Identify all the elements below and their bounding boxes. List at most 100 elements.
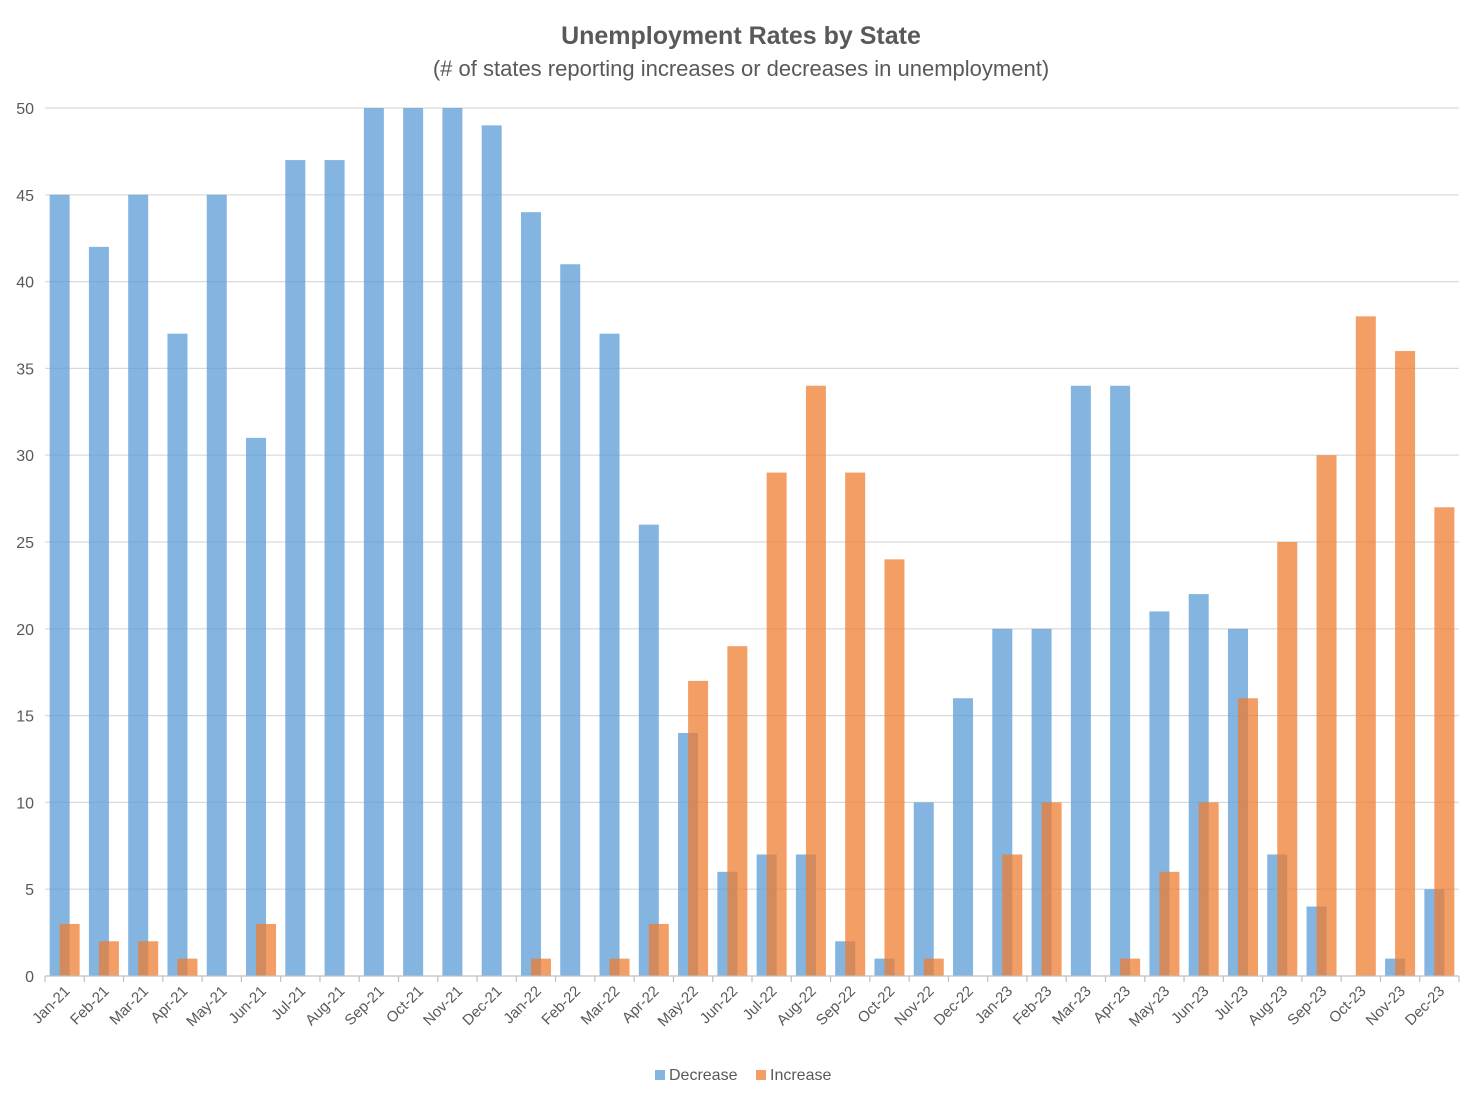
bar-decrease (403, 108, 424, 976)
x-tick-label: Mar-21 (106, 983, 152, 1029)
bar-decrease (560, 264, 581, 976)
bar-increase (1277, 542, 1298, 976)
x-tick-label: Nov-22 (891, 983, 937, 1029)
x-tick-label: Aug-22 (774, 983, 820, 1029)
bar-increase (1355, 316, 1376, 976)
x-tick-label: Dec-23 (1402, 983, 1448, 1029)
bar-decrease (246, 437, 267, 977)
legend-item-decrease: Decrease (655, 1067, 738, 1084)
x-tick-label: Mar-23 (1049, 983, 1095, 1029)
bar-increase (805, 385, 826, 976)
legend-item-increase: Increase (756, 1067, 831, 1084)
legend-label: Decrease (669, 1067, 738, 1084)
bar-decrease (324, 160, 345, 976)
x-tick-label: Oct-22 (854, 983, 898, 1027)
bar-increase (1198, 802, 1219, 976)
bar-decrease (481, 125, 502, 977)
x-tick-label: Jun-23 (1168, 983, 1212, 1027)
bar-increase (688, 680, 709, 976)
gridlines (45, 107, 1459, 890)
x-axis-ticks: Jan-21Feb-21Mar-21Apr-21May-21Jun-21Jul-… (29, 976, 1460, 1030)
bar-decrease (913, 802, 934, 976)
chart-subtitle: (# of states reporting increases or decr… (433, 56, 1049, 81)
chart-title: Unemployment Rates by State (561, 22, 921, 50)
bars (49, 108, 1455, 977)
y-tick-label: 40 (16, 275, 34, 292)
y-tick-label: 5 (25, 882, 34, 899)
bar-increase (1041, 802, 1062, 976)
bar-decrease (1070, 385, 1091, 976)
x-tick-label: Nov-21 (420, 983, 466, 1029)
bar-decrease (363, 108, 384, 976)
x-tick-label: Sep-21 (341, 983, 387, 1029)
bar-increase (530, 958, 551, 976)
bar-increase (1120, 958, 1141, 976)
y-tick-label: 20 (16, 622, 34, 639)
x-tick-label: Oct-23 (1326, 983, 1370, 1027)
bar-increase (845, 472, 866, 976)
legend-label: Increase (770, 1067, 831, 1084)
y-axis-ticks: 0 5 10 15 20 25 30 35 40 45 50 (16, 101, 34, 986)
bar-increase (98, 941, 119, 976)
bar-increase (1434, 507, 1455, 976)
x-tick-label: Aug-21 (302, 983, 348, 1029)
x-tick-label: Jan-22 (500, 983, 544, 1027)
legend-swatch (756, 1070, 766, 1080)
bar-increase (648, 923, 669, 976)
x-tick-label: Jun-22 (697, 983, 741, 1027)
y-tick-label: 15 (16, 709, 34, 726)
bar-increase (1395, 351, 1416, 976)
legend-swatch (655, 1070, 665, 1080)
bar-increase (1159, 871, 1180, 976)
x-tick-label: May-21 (183, 983, 230, 1030)
x-tick-label: Oct-21 (383, 983, 427, 1027)
x-tick-label: Jan-21 (29, 983, 73, 1027)
bar-increase (138, 941, 159, 976)
x-tick-label: Feb-22 (538, 983, 584, 1029)
x-tick-label: Dec-21 (459, 983, 505, 1029)
bar-increase (766, 472, 787, 976)
bar-increase (884, 559, 905, 976)
bar-decrease (128, 194, 149, 977)
legend: Decrease Increase (655, 1067, 831, 1084)
x-tick-label: May-23 (1126, 983, 1173, 1030)
y-tick-label: 10 (16, 795, 34, 812)
bar-increase (1002, 854, 1023, 976)
x-tick-label: Aug-23 (1245, 983, 1291, 1029)
bar-decrease (599, 333, 620, 976)
bar-decrease (1110, 385, 1131, 976)
bar-increase (609, 958, 630, 976)
bar-increase (177, 958, 198, 976)
y-tick-label: 50 (16, 101, 34, 118)
bar-increase (727, 646, 748, 976)
x-tick-label: Mar-22 (578, 983, 624, 1029)
y-tick-label: 35 (16, 361, 34, 378)
bar-decrease (167, 333, 188, 976)
x-tick-label: Sep-23 (1284, 983, 1330, 1029)
x-tick-label: May-22 (655, 983, 702, 1030)
bar-decrease (285, 160, 306, 976)
x-tick-label: Feb-23 (1010, 983, 1056, 1029)
bar-decrease (206, 194, 227, 977)
bar-decrease (520, 212, 541, 976)
bar-decrease (88, 246, 109, 976)
x-tick-label: Jun-21 (225, 983, 269, 1027)
bar-increase (923, 958, 944, 976)
x-tick-label: Jan-23 (972, 983, 1016, 1027)
bar-decrease (49, 194, 70, 977)
y-tick-label: 30 (16, 448, 34, 465)
x-tick-label: Sep-22 (813, 983, 859, 1029)
bar-decrease (953, 698, 974, 976)
y-tick-label: 25 (16, 535, 34, 552)
x-tick-label: Dec-22 (931, 983, 977, 1029)
x-tick-label: Feb-21 (67, 983, 113, 1029)
bar-decrease (638, 524, 659, 976)
bar-increase (1237, 698, 1258, 976)
x-tick-label: Nov-23 (1363, 983, 1409, 1029)
y-tick-label: 0 (25, 969, 34, 986)
bar-increase (1316, 455, 1337, 976)
y-tick-label: 45 (16, 188, 34, 205)
bar-increase (59, 923, 80, 976)
